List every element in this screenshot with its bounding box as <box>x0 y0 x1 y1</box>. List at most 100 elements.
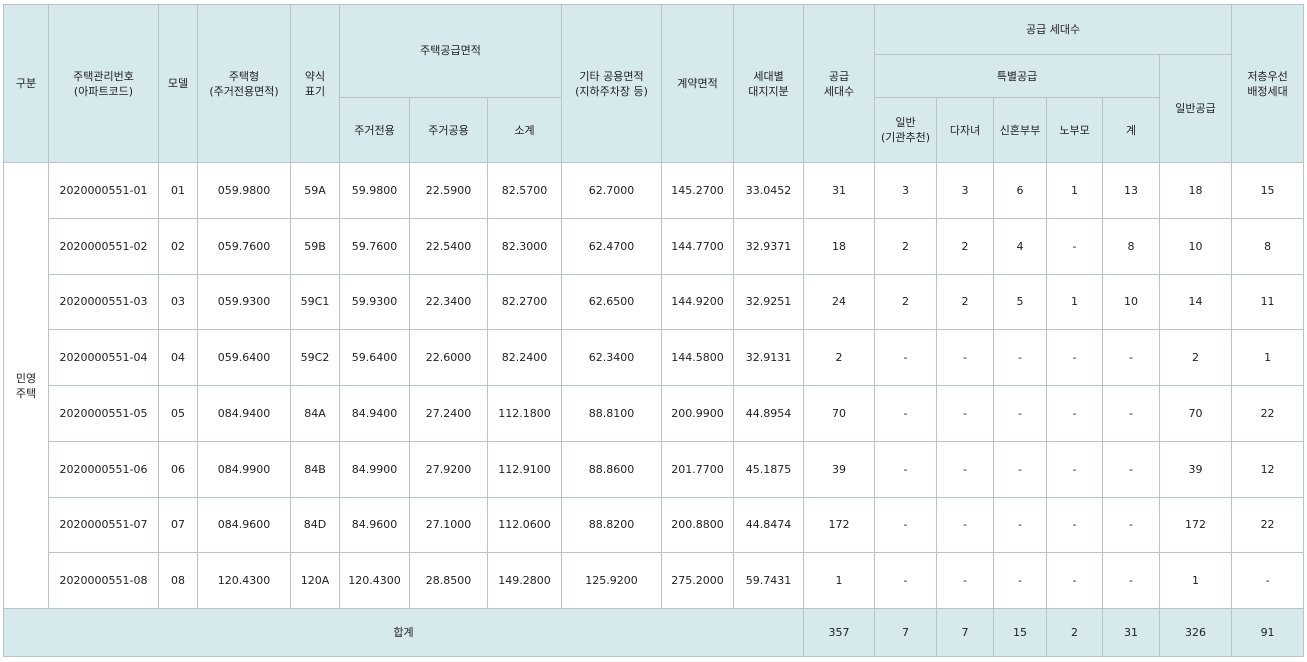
cell-common-area: 22.5900 <box>409 162 488 219</box>
cell-exclusive-area: 59.7600 <box>339 217 410 275</box>
cell-multi-child: 2 <box>936 217 995 275</box>
cell-house-type: 120.4300 <box>197 552 291 609</box>
total-institution: 7 <box>874 608 938 657</box>
cell-low-floor: 1 <box>1231 329 1305 386</box>
total-general: 326 <box>1159 608 1233 657</box>
cell-institution: 2 <box>874 217 938 275</box>
cell-special-total: 8 <box>1102 217 1161 275</box>
cell-abbr: 120A <box>290 552 340 609</box>
header-supply-area: 주택공급면적 <box>338 4 563 98</box>
cell-subtotal-area: 112.0600 <box>486 496 563 554</box>
cell-special-total: - <box>1102 329 1161 386</box>
header-exclusive: 주거전용 <box>339 97 410 163</box>
cell-exclusive-area: 59.9800 <box>339 162 410 219</box>
cell-common-area: 22.3400 <box>409 273 488 331</box>
cell-elderly-parent: - <box>1046 385 1104 442</box>
cell-elderly-parent: 1 <box>1046 162 1104 219</box>
header-category: 구분 <box>3 4 49 163</box>
cell-land-share: 59.7431 <box>733 552 805 609</box>
cell-abbr: 59C2 <box>290 329 340 386</box>
cell-low-floor: 15 <box>1231 162 1305 219</box>
cell-elderly-parent: - <box>1046 329 1104 386</box>
cell-newlywed: - <box>993 552 1048 609</box>
cell-supply-units: 31 <box>803 162 876 219</box>
header-abbr: 약식 표기 <box>290 4 340 163</box>
header-contract-area: 계약면적 <box>661 4 735 163</box>
cell-house-code: 2020000551-08 <box>48 552 159 609</box>
cell-newlywed: - <box>993 496 1048 554</box>
cell-general-supply: 10 <box>1159 217 1233 275</box>
cell-land-share: 32.9371 <box>733 217 805 275</box>
cell-other-common-area: 88.8200 <box>561 496 663 554</box>
cell-model: 08 <box>158 552 198 609</box>
cell-model: 04 <box>158 329 198 386</box>
table-row: 2020000551-04 04 059.6400 59C2 59.6400 22.600… <box>4 329 1305 386</box>
cell-multi-child: - <box>936 385 995 442</box>
cell-house-type: 084.9600 <box>197 496 291 554</box>
cell-general-supply: 2 <box>1159 329 1233 386</box>
cell-exclusive-area: 59.6400 <box>339 329 410 386</box>
cell-supply-units: 39 <box>803 440 876 498</box>
cell-special-total: 10 <box>1102 273 1161 331</box>
cell-elderly-parent: - <box>1046 552 1104 609</box>
cell-subtotal-area: 82.5700 <box>486 162 563 219</box>
cell-supply-units: 70 <box>803 385 876 442</box>
cell-general-supply: 70 <box>1159 385 1233 442</box>
cell-house-type: 059.9800 <box>197 162 291 219</box>
cell-common-area: 22.6000 <box>409 329 488 386</box>
cell-model: 05 <box>158 385 198 442</box>
header-model: 모델 <box>158 4 198 163</box>
cell-multi-child: - <box>936 440 995 498</box>
cell-supply-units: 172 <box>803 496 876 554</box>
cell-institution: 2 <box>874 273 938 331</box>
cell-supply-units: 18 <box>803 217 876 275</box>
total-newlywed: 15 <box>993 608 1048 657</box>
header-special-total: 계 <box>1102 97 1161 163</box>
cell-multi-child: - <box>936 496 995 554</box>
cell-institution: - <box>874 496 938 554</box>
cell-abbr: 59B <box>290 217 340 275</box>
header-house-code: 주택관리번호 (아파트코드) <box>48 4 159 163</box>
cell-house-type: 059.9300 <box>197 273 291 331</box>
cell-institution: 3 <box>874 162 938 219</box>
cell-exclusive-area: 120.4300 <box>339 552 410 609</box>
cell-land-share: 32.9251 <box>733 273 805 331</box>
cell-other-common-area: 88.8100 <box>561 385 663 442</box>
cell-newlywed: - <box>993 440 1048 498</box>
cell-low-floor: 12 <box>1231 440 1305 498</box>
cell-newlywed: 6 <box>993 162 1048 219</box>
table-row: 2020000551-06 06 084.9900 84B 84.9900 27.9200… <box>4 440 1305 498</box>
table-row: 2020000551-07 07 084.9600 84D 84.9600 27.1000… <box>4 496 1305 554</box>
cell-contract-area: 144.9200 <box>661 273 735 331</box>
cell-land-share: 44.8474 <box>733 496 805 554</box>
cell-multi-child: - <box>936 552 995 609</box>
cell-other-common-area: 62.6500 <box>561 273 663 331</box>
total-special: 31 <box>1102 608 1161 657</box>
cell-elderly-parent: - <box>1046 440 1104 498</box>
total-low-floor: 91 <box>1231 608 1305 657</box>
cell-model: 02 <box>158 217 198 275</box>
cell-land-share: 32.9131 <box>733 329 805 386</box>
cell-institution: - <box>874 552 938 609</box>
cell-supply-units: 1 <box>803 552 876 609</box>
cell-house-code: 2020000551-06 <box>48 440 159 498</box>
cell-general-supply: 39 <box>1159 440 1233 498</box>
table-row: 민영 주택 2020000551-01 01 059.9800 59A 59.9800 22… <box>3 162 1305 609</box>
cell-multi-child: - <box>936 329 995 386</box>
header-multi-child: 다자녀 <box>936 97 995 163</box>
cell-contract-area: 201.7700 <box>661 440 735 498</box>
cell-low-floor: 22 <box>1231 385 1305 442</box>
cell-special-total: - <box>1102 496 1161 554</box>
cell-low-floor: 11 <box>1231 273 1305 331</box>
cell-land-share: 45.1875 <box>733 440 805 498</box>
cell-exclusive-area: 84.9400 <box>339 385 410 442</box>
cell-model: 03 <box>158 273 198 331</box>
header-subtotal: 소계 <box>486 97 563 163</box>
cell-special-total: - <box>1102 440 1161 498</box>
cell-common-area: 27.9200 <box>409 440 488 498</box>
cell-house-code: 2020000551-05 <box>48 385 159 442</box>
header-common: 주거공용 <box>409 97 488 163</box>
cell-house-type: 059.6400 <box>197 329 291 386</box>
total-label: 합계 <box>2 608 805 657</box>
cell-abbr: 59A <box>290 162 340 219</box>
